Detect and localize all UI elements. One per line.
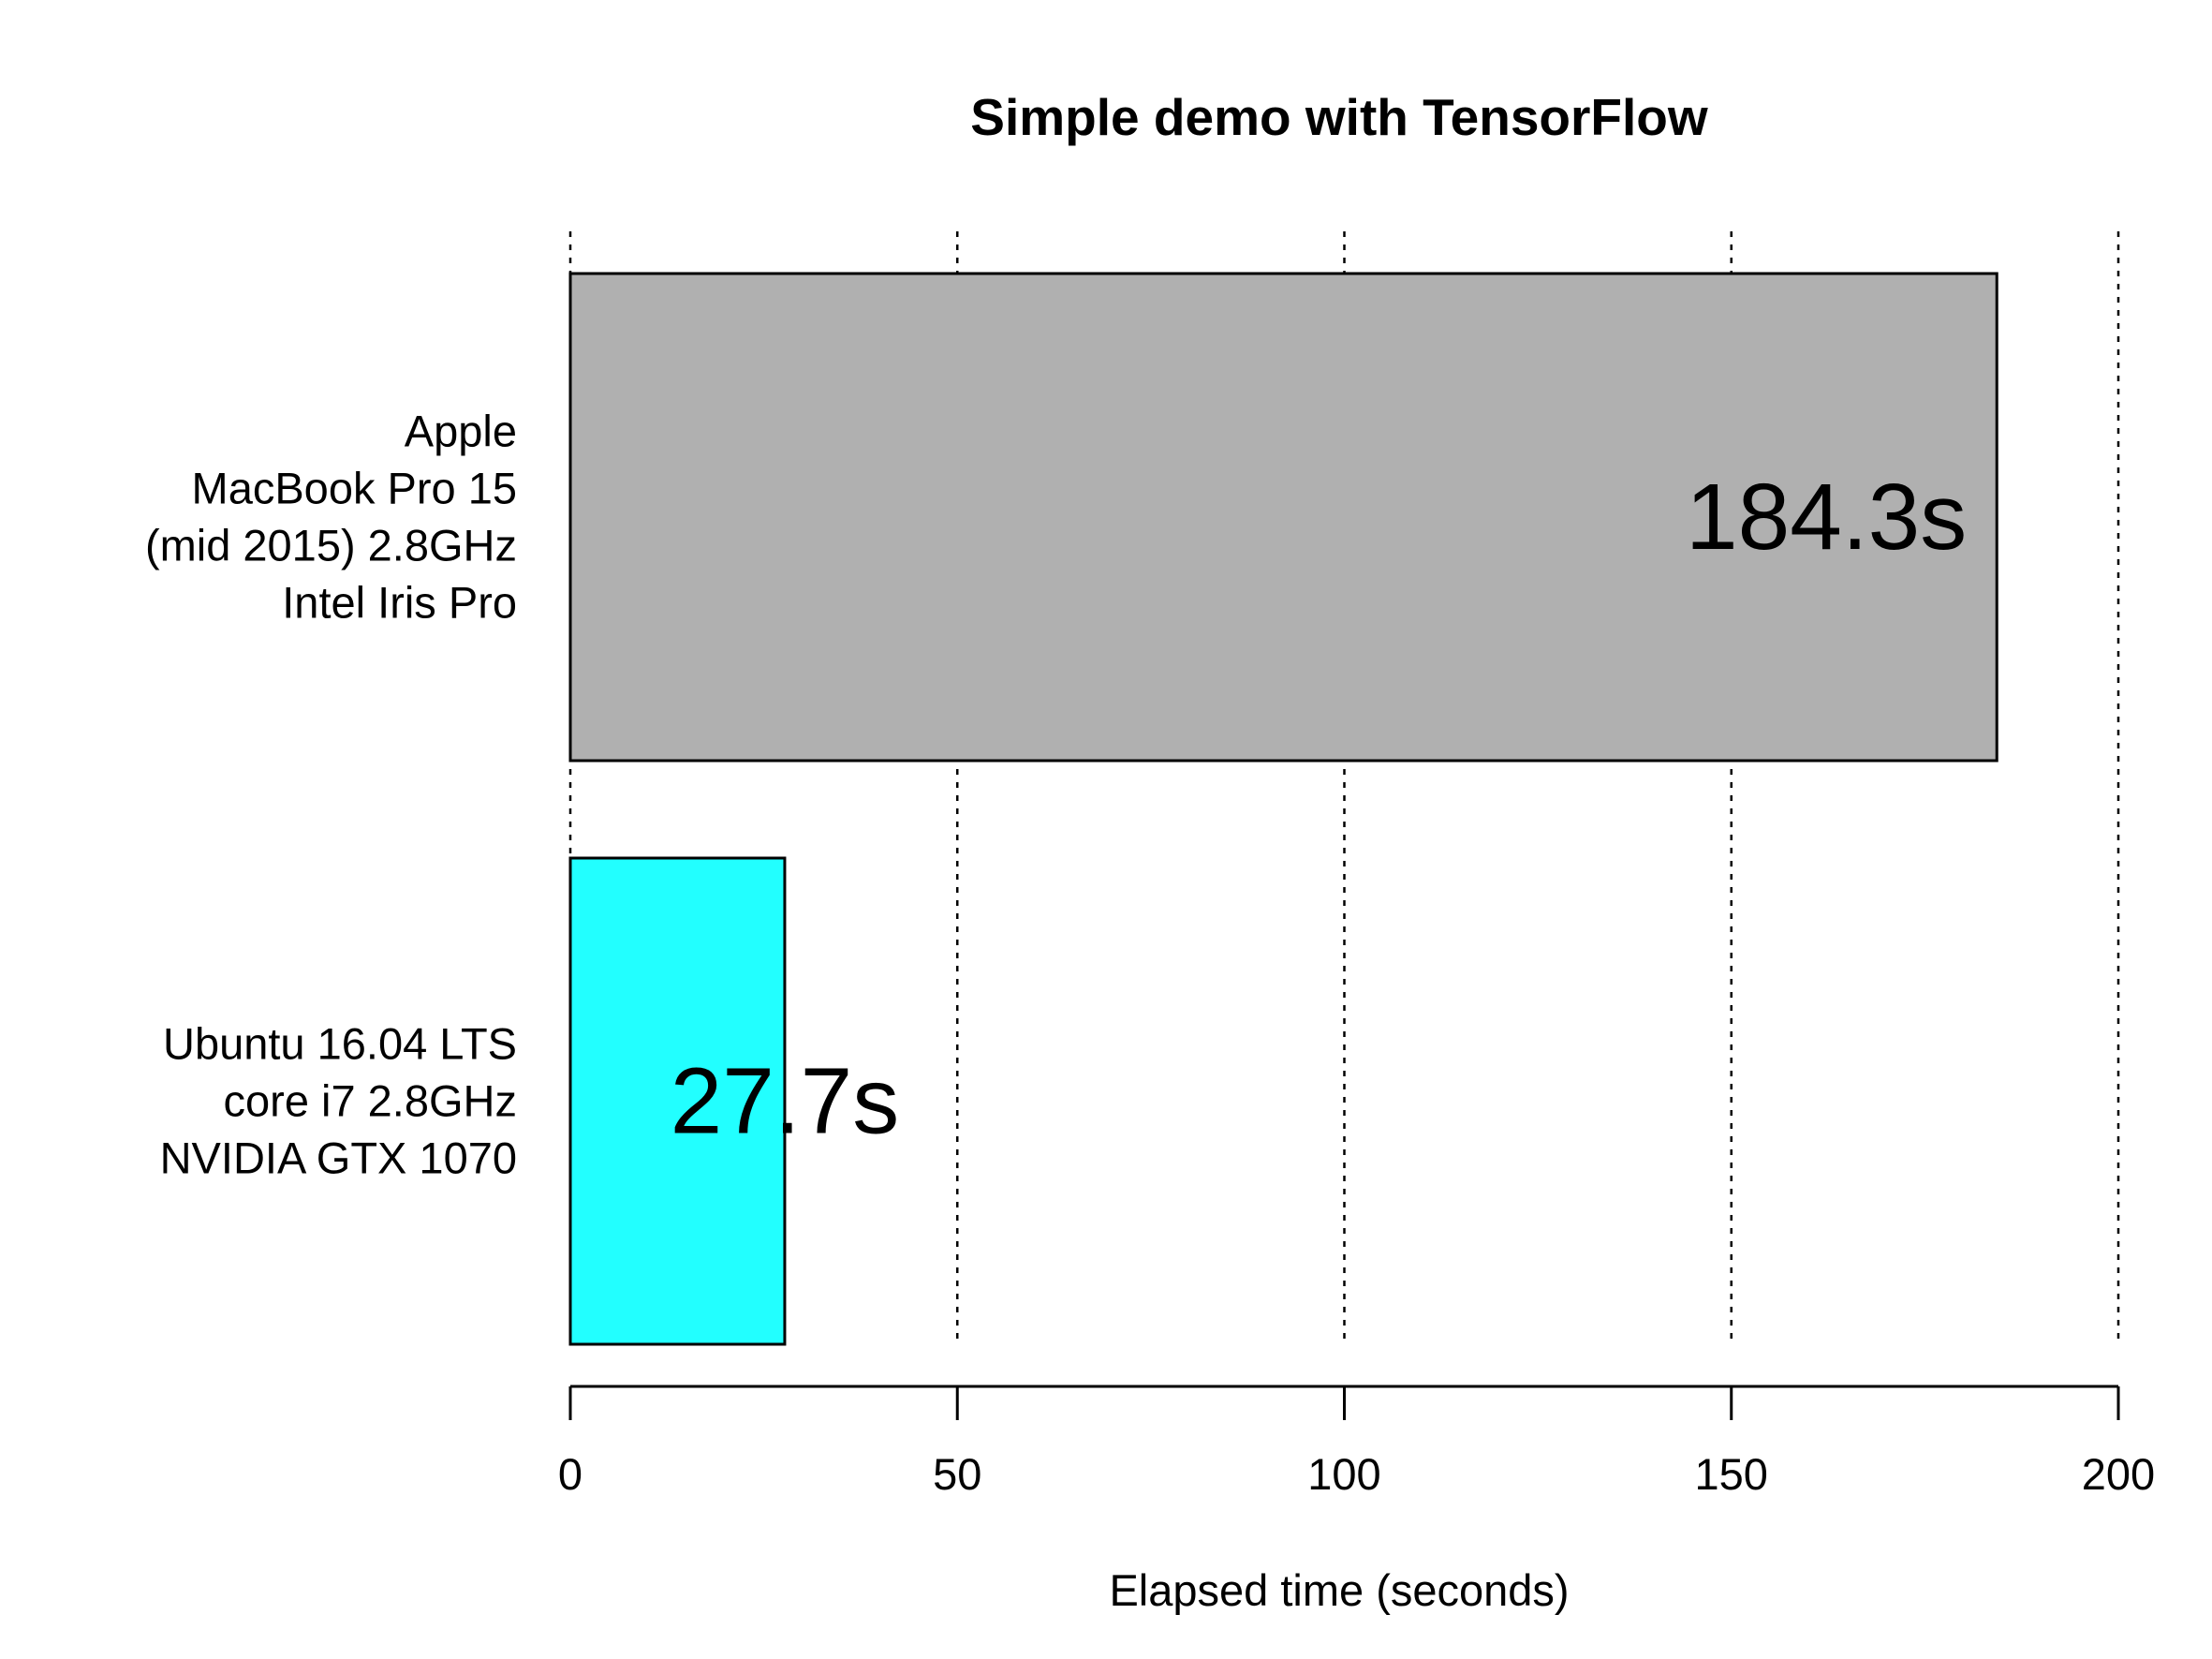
bar	[568, 856, 787, 1346]
chart-title: Simple demo with TensorFlow	[970, 88, 1708, 146]
x-tick-label: 200	[2082, 1449, 2155, 1499]
category-label-line: Intel Iris Pro	[282, 578, 517, 628]
category-label-line: core i7 2.8GHz	[224, 1076, 517, 1126]
x-axis: 0 50 100 150 200	[558, 1385, 2155, 1499]
bars: 184.3s 27.7s	[568, 272, 1998, 1346]
category-label-line: Ubuntu 16.04 LTS	[163, 1019, 517, 1069]
bar	[568, 272, 1998, 763]
x-tick-label: 100	[1307, 1449, 1380, 1499]
category-label: Apple MacBook Pro 15 (mid 2015) 2.8GHz Inte…	[145, 407, 517, 628]
category-label-line: NVIDIA GTX 1070	[160, 1133, 517, 1183]
x-tick-label: 150	[1695, 1449, 1768, 1499]
category-label-line: Apple	[405, 407, 517, 456]
data-label: 184.3s	[1686, 465, 1967, 570]
x-axis-title: Elapsed time (seconds)	[1109, 1565, 1569, 1615]
category-label: Ubuntu 16.04 LTS core i7 2.8GHz NVIDIA GTX…	[160, 1019, 517, 1183]
x-tick-label: 50	[933, 1449, 981, 1499]
data-label: 27.7s	[671, 1049, 900, 1154]
category-label-line: MacBook Pro 15	[192, 464, 517, 513]
category-label-line: (mid 2015) 2.8GHz	[145, 521, 517, 570]
x-tick-label: 0	[558, 1449, 582, 1499]
category-labels: Apple MacBook Pro 15 (mid 2015) 2.8GHz Inte…	[145, 407, 517, 1183]
